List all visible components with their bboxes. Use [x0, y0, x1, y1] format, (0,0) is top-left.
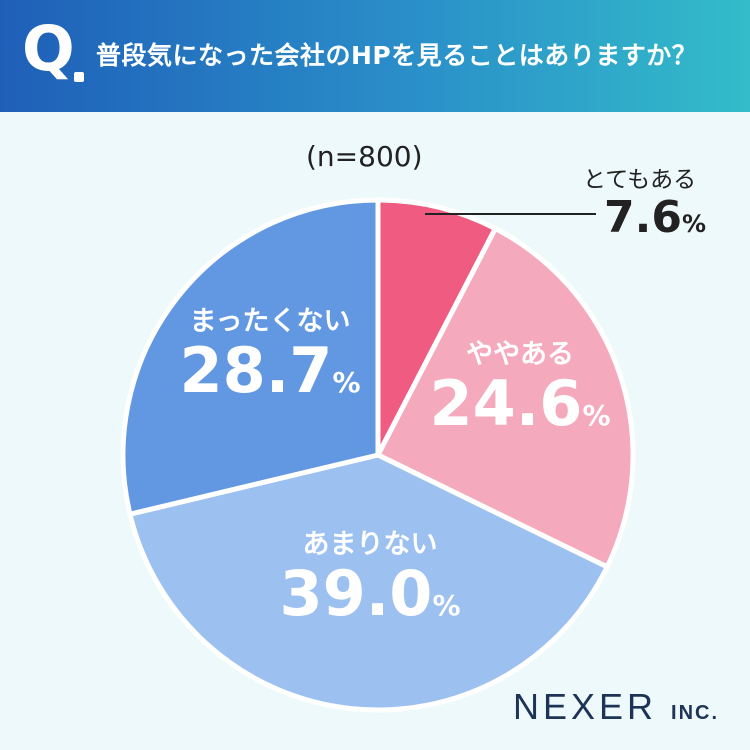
- slice-unit-rarely: %: [432, 588, 461, 622]
- pie-slice-very-often: [375, 197, 498, 458]
- slice-value-very-often: 7.6: [604, 192, 682, 243]
- sample-size: (n=800): [306, 140, 423, 173]
- question-header: Q 普段気になった会社のHPを見ることはありますか？: [0, 0, 750, 112]
- pie-slice-never: [120, 197, 381, 517]
- nexer-logo: NEXER INC.: [513, 686, 719, 728]
- slice-unit-never: %: [332, 365, 361, 399]
- slice-label-rarely: あまりない 39.0%: [260, 530, 480, 628]
- brand-name: NEXER: [513, 686, 658, 727]
- brand-suffix: INC.: [671, 702, 720, 724]
- slice-name-rarely: あまりない: [302, 529, 438, 560]
- slice-name-very-often: とてもある: [583, 167, 697, 193]
- slice-label-never: まったくない 28.7%: [170, 307, 370, 405]
- slice-value-rarely: 39.0: [279, 556, 433, 630]
- pie-slice-slightly: [375, 226, 636, 570]
- slice-label-very-often: 7.6%: [604, 192, 706, 243]
- slice-value-never: 28.7: [179, 333, 333, 407]
- q-mark: Q: [22, 12, 75, 85]
- slice-name-never: まったくない: [189, 306, 351, 337]
- slice-name-slightly: ややある: [466, 339, 574, 370]
- question-text: 普段気になった会社のHPを見ることはありますか？: [96, 41, 698, 70]
- slice-unit-very-often: %: [681, 210, 706, 238]
- q-dot: [74, 72, 84, 82]
- pie-slice-rarely: [127, 452, 610, 713]
- slice-value-slightly: 24.6: [429, 366, 583, 440]
- slice-label-slightly: ややある 24.6%: [420, 340, 620, 438]
- slice-unit-slightly: %: [582, 398, 611, 432]
